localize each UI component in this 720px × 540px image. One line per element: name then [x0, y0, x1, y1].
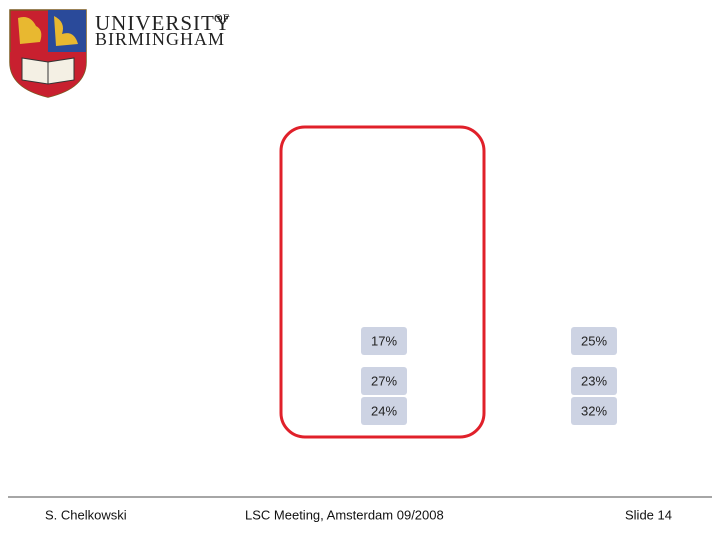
cell-box: [571, 397, 617, 425]
cell-text: 17%: [371, 333, 397, 348]
cell-text: 32%: [581, 403, 607, 418]
cell-box: [571, 367, 617, 395]
cell-box: [571, 327, 617, 355]
footer-author: S. Chelkowski: [45, 507, 127, 522]
cell-text: 24%: [371, 403, 397, 418]
cell-text: 23%: [581, 373, 607, 388]
cell-text: 27%: [371, 373, 397, 388]
logo-university: UNIVERSITY: [95, 11, 231, 35]
cell-box: [361, 327, 407, 355]
logo-shield: [9, 9, 87, 98]
cells: 17% 25% 27% 23% 24% 32%: [361, 327, 617, 425]
cell-box: [361, 397, 407, 425]
cell-text: 25%: [581, 333, 607, 348]
footer-slide: Slide 14: [625, 507, 672, 522]
logo-city: BIRMINGHAM: [95, 29, 225, 49]
logo-of: OF: [214, 11, 230, 25]
cell-box: [361, 367, 407, 395]
footer-event: LSC Meeting, Amsterdam 09/2008: [245, 507, 444, 522]
highlight-frame: [279, 125, 486, 439]
